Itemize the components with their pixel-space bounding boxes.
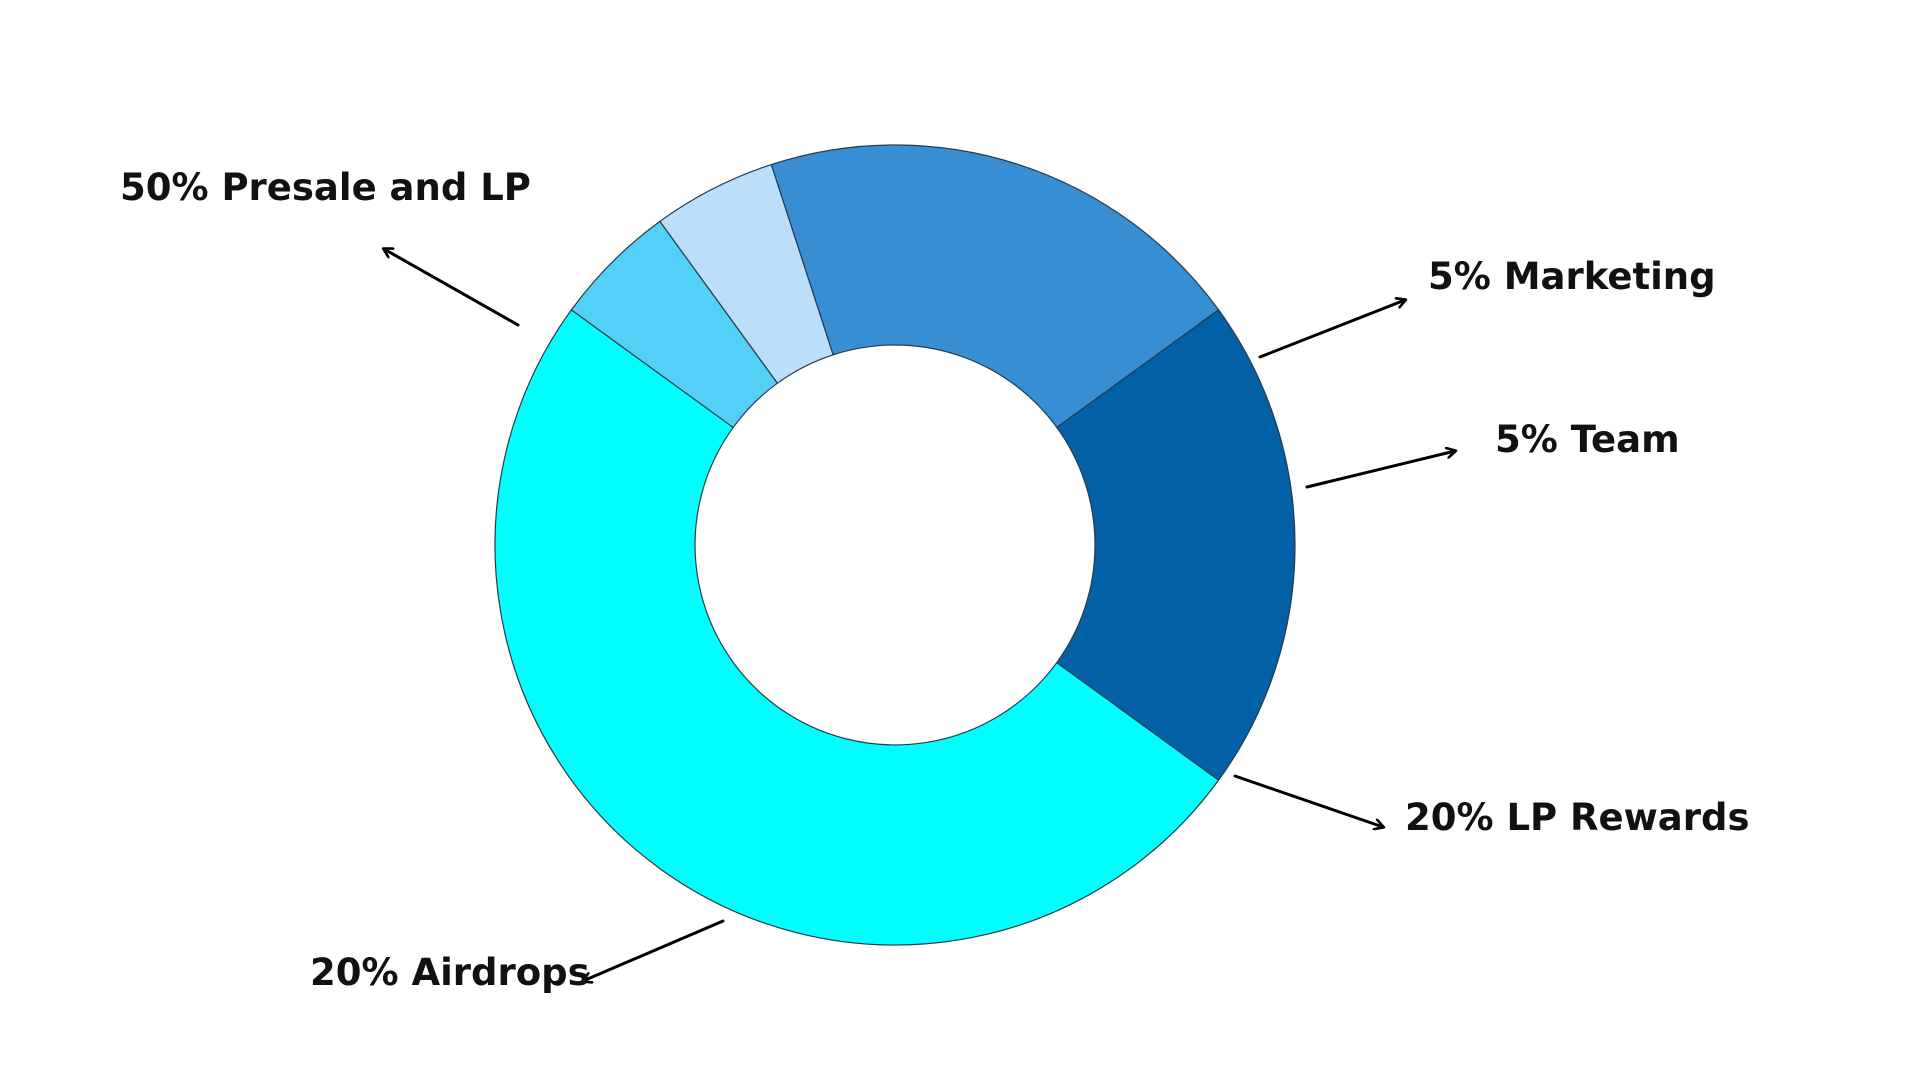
slice-20-airdrops [1055, 309, 1296, 781]
slice-label-4: 20% Airdrops [310, 951, 590, 994]
slice-label-0: 50% Presale and LP [120, 166, 531, 209]
label-arrows [384, 249, 1455, 981]
slice-labels: 50% Presale and LP 5% Marketing 5% Team 20%… [120, 166, 1750, 994]
arrow-4 [583, 919, 725, 981]
slice-20-lp-rewards [770, 144, 1220, 429]
slice-label-2: 5% Team [1495, 418, 1680, 461]
slice-label-1: 5% Marketing [1428, 255, 1716, 298]
slice-label-3: 20% LP Rewards [1405, 796, 1750, 839]
arrow-3 [1233, 774, 1383, 827]
arrow-2 [1305, 451, 1455, 489]
arrow-1 [1258, 300, 1405, 359]
arrow-0 [384, 249, 520, 327]
donut-slices [494, 144, 1296, 946]
